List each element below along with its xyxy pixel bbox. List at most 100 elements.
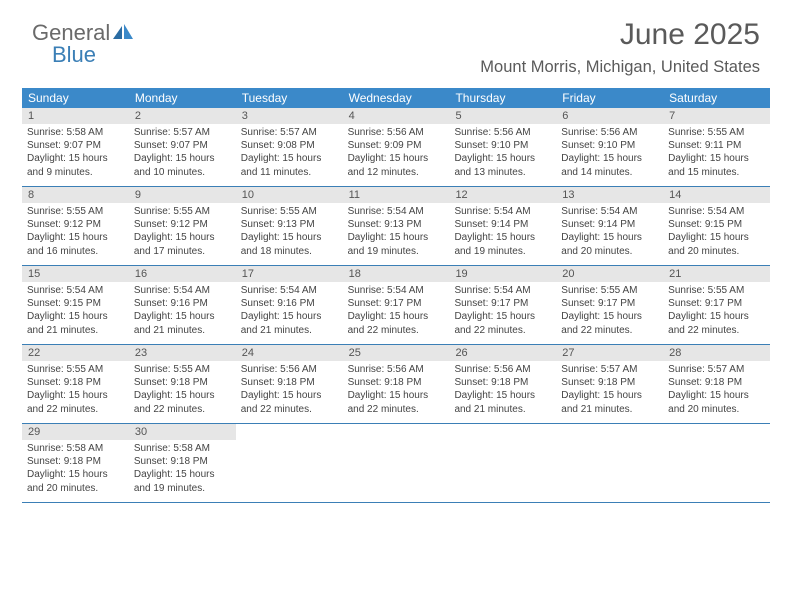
day-number: 8	[22, 187, 129, 203]
week-row: 22Sunrise: 5:55 AMSunset: 9:18 PMDayligh…	[22, 345, 770, 424]
sunset-text: Sunset: 9:09 PM	[348, 139, 445, 152]
daylight-text: Daylight: 15 hours and 17 minutes.	[134, 231, 231, 257]
daylight-text: Daylight: 15 hours and 14 minutes.	[561, 152, 658, 178]
location-text: Mount Morris, Michigan, United States	[480, 58, 760, 77]
day-number: 28	[663, 345, 770, 361]
day-number: 27	[556, 345, 663, 361]
daylight-text: Daylight: 15 hours and 22 minutes.	[668, 310, 765, 336]
daylight-text: Daylight: 15 hours and 21 minutes.	[241, 310, 338, 336]
day-cell: 7Sunrise: 5:55 AMSunset: 9:11 PMDaylight…	[663, 108, 770, 186]
day-details: Sunrise: 5:54 AMSunset: 9:14 PMDaylight:…	[449, 203, 556, 262]
sunset-text: Sunset: 9:13 PM	[348, 218, 445, 231]
daylight-text: Daylight: 15 hours and 19 minutes.	[134, 468, 231, 494]
week-row: 15Sunrise: 5:54 AMSunset: 9:15 PMDayligh…	[22, 266, 770, 345]
sunrise-text: Sunrise: 5:56 AM	[561, 126, 658, 139]
day-cell	[556, 424, 663, 502]
weekday-header: Sunday	[22, 88, 129, 108]
sunset-text: Sunset: 9:17 PM	[668, 297, 765, 310]
day-number: 6	[556, 108, 663, 124]
sunrise-text: Sunrise: 5:58 AM	[134, 442, 231, 455]
daylight-text: Daylight: 15 hours and 12 minutes.	[348, 152, 445, 178]
sunrise-text: Sunrise: 5:54 AM	[668, 205, 765, 218]
day-details: Sunrise: 5:55 AMSunset: 9:17 PMDaylight:…	[663, 282, 770, 341]
sunrise-text: Sunrise: 5:55 AM	[27, 363, 124, 376]
day-details: Sunrise: 5:57 AMSunset: 9:07 PMDaylight:…	[129, 124, 236, 183]
day-cell: 19Sunrise: 5:54 AMSunset: 9:17 PMDayligh…	[449, 266, 556, 344]
sail-icon	[113, 20, 133, 46]
sunset-text: Sunset: 9:17 PM	[348, 297, 445, 310]
daylight-text: Daylight: 15 hours and 22 minutes.	[348, 389, 445, 415]
day-cell	[663, 424, 770, 502]
day-number: 26	[449, 345, 556, 361]
sunset-text: Sunset: 9:15 PM	[668, 218, 765, 231]
day-cell: 28Sunrise: 5:57 AMSunset: 9:18 PMDayligh…	[663, 345, 770, 423]
day-number: 13	[556, 187, 663, 203]
sunset-text: Sunset: 9:11 PM	[668, 139, 765, 152]
day-details: Sunrise: 5:56 AMSunset: 9:10 PMDaylight:…	[449, 124, 556, 183]
day-cell: 4Sunrise: 5:56 AMSunset: 9:09 PMDaylight…	[343, 108, 450, 186]
day-number: 10	[236, 187, 343, 203]
sunrise-text: Sunrise: 5:55 AM	[27, 205, 124, 218]
weekday-header: Monday	[129, 88, 236, 108]
sunrise-text: Sunrise: 5:56 AM	[348, 363, 445, 376]
sunrise-text: Sunrise: 5:57 AM	[668, 363, 765, 376]
weekday-header: Saturday	[663, 88, 770, 108]
day-details: Sunrise: 5:54 AMSunset: 9:17 PMDaylight:…	[343, 282, 450, 341]
daylight-text: Daylight: 15 hours and 18 minutes.	[241, 231, 338, 257]
day-cell	[236, 424, 343, 502]
day-number: 17	[236, 266, 343, 282]
day-number: 12	[449, 187, 556, 203]
sunset-text: Sunset: 9:18 PM	[668, 376, 765, 389]
daylight-text: Daylight: 15 hours and 22 minutes.	[241, 389, 338, 415]
day-cell: 20Sunrise: 5:55 AMSunset: 9:17 PMDayligh…	[556, 266, 663, 344]
sunrise-text: Sunrise: 5:54 AM	[134, 284, 231, 297]
daylight-text: Daylight: 15 hours and 15 minutes.	[668, 152, 765, 178]
day-cell: 5Sunrise: 5:56 AMSunset: 9:10 PMDaylight…	[449, 108, 556, 186]
day-cell: 29Sunrise: 5:58 AMSunset: 9:18 PMDayligh…	[22, 424, 129, 502]
sunrise-text: Sunrise: 5:54 AM	[561, 205, 658, 218]
sunset-text: Sunset: 9:17 PM	[561, 297, 658, 310]
day-number: 22	[22, 345, 129, 361]
day-details: Sunrise: 5:55 AMSunset: 9:12 PMDaylight:…	[22, 203, 129, 262]
sunrise-text: Sunrise: 5:58 AM	[27, 442, 124, 455]
day-number: 29	[22, 424, 129, 440]
day-cell: 17Sunrise: 5:54 AMSunset: 9:16 PMDayligh…	[236, 266, 343, 344]
day-details: Sunrise: 5:55 AMSunset: 9:12 PMDaylight:…	[129, 203, 236, 262]
daylight-text: Daylight: 15 hours and 10 minutes.	[134, 152, 231, 178]
day-details: Sunrise: 5:57 AMSunset: 9:08 PMDaylight:…	[236, 124, 343, 183]
day-number: 19	[449, 266, 556, 282]
sunset-text: Sunset: 9:14 PM	[561, 218, 658, 231]
day-details: Sunrise: 5:55 AMSunset: 9:17 PMDaylight:…	[556, 282, 663, 341]
day-number: 4	[343, 108, 450, 124]
sunrise-text: Sunrise: 5:56 AM	[454, 363, 551, 376]
sunset-text: Sunset: 9:18 PM	[27, 376, 124, 389]
day-details: Sunrise: 5:56 AMSunset: 9:18 PMDaylight:…	[236, 361, 343, 420]
sunset-text: Sunset: 9:18 PM	[348, 376, 445, 389]
week-row: 29Sunrise: 5:58 AMSunset: 9:18 PMDayligh…	[22, 424, 770, 503]
sunset-text: Sunset: 9:10 PM	[454, 139, 551, 152]
sunrise-text: Sunrise: 5:57 AM	[241, 126, 338, 139]
day-number: 18	[343, 266, 450, 282]
sunset-text: Sunset: 9:14 PM	[454, 218, 551, 231]
weekday-header: Tuesday	[236, 88, 343, 108]
day-cell: 27Sunrise: 5:57 AMSunset: 9:18 PMDayligh…	[556, 345, 663, 423]
day-details: Sunrise: 5:55 AMSunset: 9:11 PMDaylight:…	[663, 124, 770, 183]
day-details: Sunrise: 5:57 AMSunset: 9:18 PMDaylight:…	[556, 361, 663, 420]
sunset-text: Sunset: 9:18 PM	[134, 455, 231, 468]
day-number: 23	[129, 345, 236, 361]
brand-word-2: Blue	[52, 42, 96, 68]
day-cell: 12Sunrise: 5:54 AMSunset: 9:14 PMDayligh…	[449, 187, 556, 265]
weekday-header: Wednesday	[343, 88, 450, 108]
sunrise-text: Sunrise: 5:55 AM	[241, 205, 338, 218]
sunrise-text: Sunrise: 5:55 AM	[668, 126, 765, 139]
day-details: Sunrise: 5:56 AMSunset: 9:18 PMDaylight:…	[449, 361, 556, 420]
day-cell: 11Sunrise: 5:54 AMSunset: 9:13 PMDayligh…	[343, 187, 450, 265]
day-cell: 14Sunrise: 5:54 AMSunset: 9:15 PMDayligh…	[663, 187, 770, 265]
day-number: 11	[343, 187, 450, 203]
daylight-text: Daylight: 15 hours and 21 minutes.	[561, 389, 658, 415]
sunrise-text: Sunrise: 5:54 AM	[454, 284, 551, 297]
day-number: 24	[236, 345, 343, 361]
day-cell: 15Sunrise: 5:54 AMSunset: 9:15 PMDayligh…	[22, 266, 129, 344]
sunrise-text: Sunrise: 5:55 AM	[668, 284, 765, 297]
day-number: 3	[236, 108, 343, 124]
